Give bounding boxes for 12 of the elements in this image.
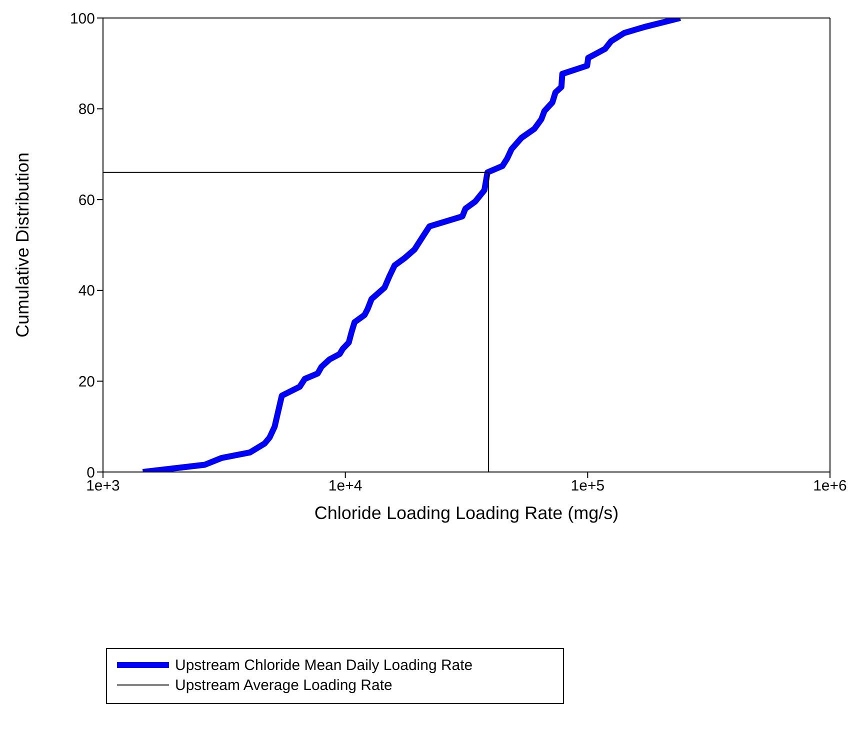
x-axis-title: Chloride Loading Loading Rate (mg/s) bbox=[314, 503, 619, 523]
x-tick-label: 1e+4 bbox=[328, 478, 362, 495]
y-tick-label: 80 bbox=[78, 101, 95, 118]
y-tick-label: 40 bbox=[78, 282, 95, 300]
legend-label: Upstream Chloride Mean Daily Loading Rate bbox=[175, 656, 473, 674]
y-tick-label: 60 bbox=[78, 192, 95, 209]
y-tick-label: 100 bbox=[70, 10, 95, 28]
x-tick-label: 1e+6 bbox=[813, 478, 847, 495]
x-tick-label: 1e+5 bbox=[570, 478, 605, 495]
y-tick-label: 20 bbox=[78, 374, 95, 391]
y-axis-title: Cumulative Distribution bbox=[12, 152, 32, 338]
legend-label: Upstream Average Loading Rate bbox=[175, 676, 392, 694]
